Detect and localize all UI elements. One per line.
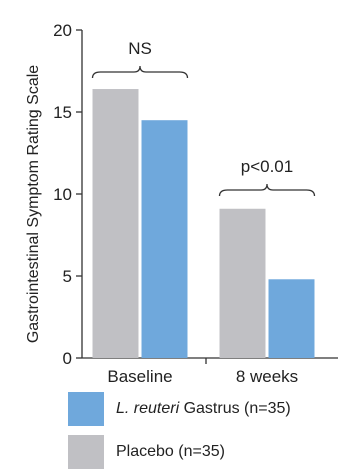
legend-swatch-placebo bbox=[68, 435, 104, 469]
y-axis-label: Gastrointestinal Symptom Rating Scale bbox=[25, 65, 42, 343]
bar-l-reuteri-baseline bbox=[141, 120, 188, 358]
legend-swatch-l-reuteri bbox=[68, 392, 104, 426]
x-tick-label: Baseline bbox=[107, 367, 172, 385]
y-tick-label: 5 bbox=[63, 267, 72, 286]
y-tick-label: 10 bbox=[53, 185, 72, 204]
bar-placebo-8-weeks bbox=[219, 208, 266, 358]
legend-label-placebo: Placebo (n=35) bbox=[116, 443, 225, 460]
significance-label: NS bbox=[128, 39, 152, 58]
bar-l-reuteri-8-weeks bbox=[268, 279, 315, 358]
significance-label: p<0.01 bbox=[241, 157, 293, 176]
significance-bracket bbox=[218, 183, 316, 197]
legend-item-placebo: Placebo (n=35) bbox=[68, 435, 225, 469]
legend-item-l-reuteri: L. reuteri Gastrus (n=35) bbox=[68, 392, 291, 426]
x-tick-label: 8 weeks bbox=[236, 367, 298, 385]
bars bbox=[92, 89, 315, 358]
bar-chart: 0 5 10 15 20 Gastrointestinal Symptom Rating … bbox=[25, 21, 338, 385]
significance-bracket bbox=[91, 65, 189, 79]
axes: 0 5 10 15 20 Gastrointestinal Symptom Rating … bbox=[25, 21, 338, 385]
y-tick-label: 0 bbox=[63, 349, 72, 368]
legend-label-l-reuteri: L. reuteri Gastrus (n=35) bbox=[116, 400, 291, 417]
bar-placebo-baseline bbox=[92, 89, 139, 358]
y-tick-label: 15 bbox=[53, 103, 72, 122]
y-tick-label: 20 bbox=[53, 21, 72, 40]
annotations: NS p<0.01 bbox=[91, 39, 316, 197]
